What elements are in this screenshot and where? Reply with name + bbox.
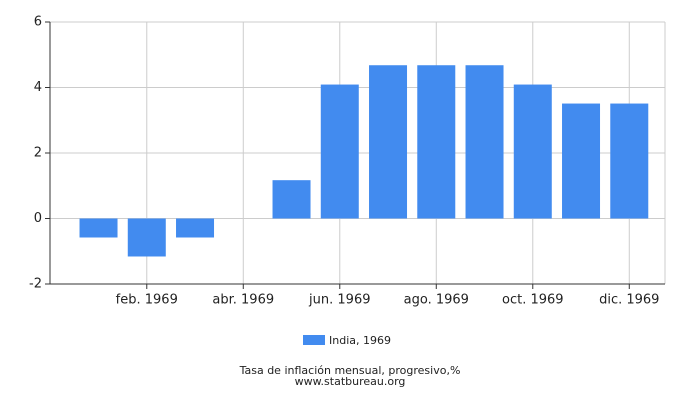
bar <box>320 84 359 219</box>
y-tick-label: 6 <box>34 15 42 30</box>
y-tick-label: 0 <box>34 211 42 226</box>
bar <box>513 84 552 219</box>
x-tick-label: jun. 1969 <box>308 293 370 308</box>
bar <box>369 65 408 219</box>
legend-swatch <box>303 335 325 345</box>
y-tick-label: 4 <box>34 80 42 95</box>
y-tick-label: 2 <box>34 146 42 161</box>
x-tick-label: ago. 1969 <box>404 293 469 308</box>
x-tick-label: oct. 1969 <box>502 293 564 308</box>
bar <box>562 103 601 219</box>
x-tick-label: abr. 1969 <box>212 293 274 308</box>
x-tick-label: feb. 1969 <box>116 293 178 308</box>
bar <box>465 65 504 219</box>
chart-subtitle: www.statbureau.org <box>295 375 406 388</box>
chart-title: Tasa de inflación mensual, progresivo,% <box>239 364 461 377</box>
bar <box>272 180 311 219</box>
x-tick-label: dic. 1969 <box>599 293 659 308</box>
bar <box>176 218 215 238</box>
bar <box>79 218 118 238</box>
bar <box>127 218 166 257</box>
y-tick-label: -2 <box>29 277 42 292</box>
bar <box>417 65 456 219</box>
legend-label: India, 1969 <box>329 334 391 347</box>
bar <box>610 103 649 219</box>
